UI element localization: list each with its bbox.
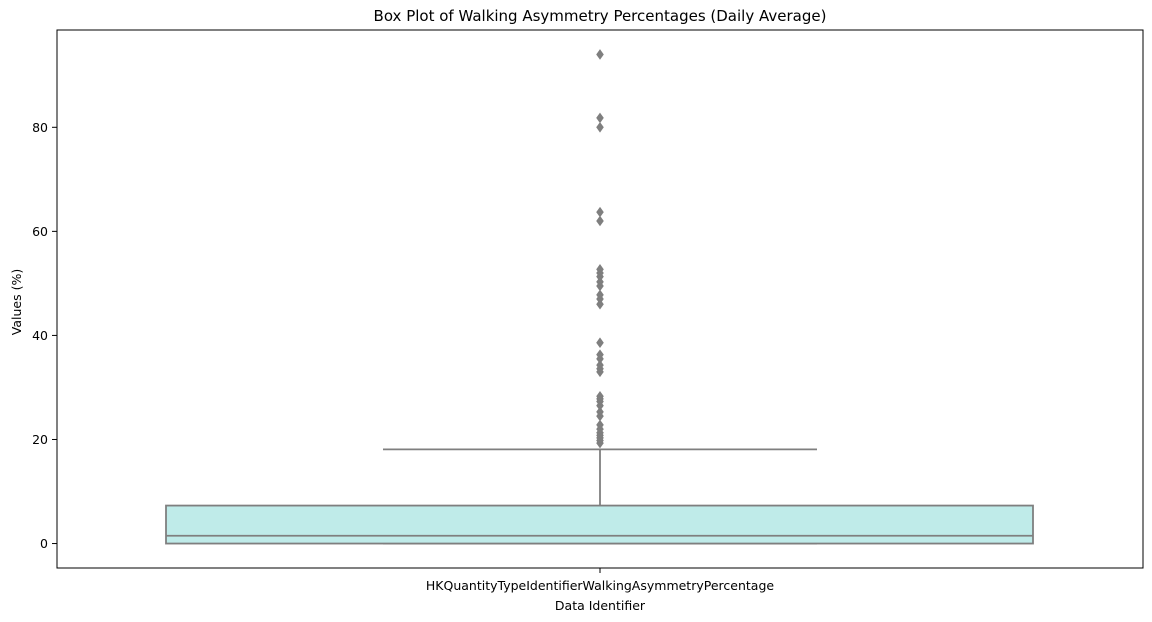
y-tick-label-0: 0 bbox=[40, 536, 48, 551]
outlier-point-17 bbox=[596, 349, 604, 360]
outlier-point-15 bbox=[596, 359, 604, 371]
outlier-point-8 bbox=[596, 406, 604, 418]
y-tick-label-20: 20 bbox=[32, 432, 48, 447]
x-tick-label-0: HKQuantityTypeIdentifierWalkingAsymmetry… bbox=[426, 578, 774, 593]
outlier-point-29 bbox=[596, 122, 604, 133]
outlier-point-12 bbox=[596, 391, 604, 402]
box-iqr bbox=[165, 504, 1034, 545]
x-axis-label: Data Identifier bbox=[555, 598, 646, 613]
y-axis-label: Values (%) bbox=[9, 269, 24, 335]
y-tick-label-60: 60 bbox=[32, 224, 48, 239]
plot-frame bbox=[56, 29, 1144, 569]
outlier-point-21 bbox=[596, 289, 604, 301]
outlier-point-31 bbox=[596, 49, 604, 60]
outlier-point-27 bbox=[596, 215, 604, 227]
y-tick-label-80: 80 bbox=[32, 120, 48, 135]
outlier-point-26 bbox=[596, 264, 604, 275]
chart-title: Box Plot of Walking Asymmetry Percentage… bbox=[374, 7, 827, 25]
outlier-point-18 bbox=[596, 337, 604, 348]
y-tick-label-40: 40 bbox=[32, 328, 48, 343]
outlier-point-30 bbox=[596, 112, 604, 124]
plot-area: 0 20 40 60 80 HKQuantityTypeIdentifierWalking… bbox=[32, 29, 1144, 593]
outlier-point-6 bbox=[596, 419, 604, 431]
outlier-point-28 bbox=[596, 206, 604, 218]
